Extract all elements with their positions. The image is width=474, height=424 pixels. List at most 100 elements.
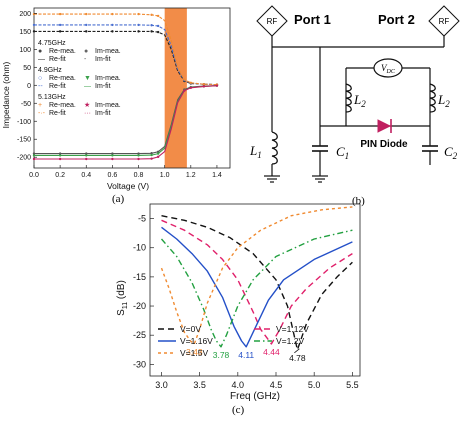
data-point [111,157,114,161]
plot-border [149,203,361,377]
series-line [34,24,217,86]
diode-label: PIN Diode [360,139,408,150]
x-tick-label: 0.4 [81,172,91,179]
data-point [189,86,192,90]
port1-label: Port 1 [294,12,331,27]
vdc-source [373,58,403,78]
vdc-label: VDC [381,63,396,75]
axis-frame [33,7,231,169]
x-tick-label: 5.5 [346,380,359,390]
legend-label: V=1.5V [180,348,208,358]
c1-label: C1 [336,144,349,161]
x-tick-label: 4.0 [232,380,245,390]
annotations: 3.43 3.78 4.11 4.44 4.78 [186,347,306,363]
x-tick-label: 1.0 [160,172,170,179]
data-point [137,152,140,155]
data-point [85,152,88,155]
legend-label: Re-mea. [49,48,76,55]
data-point [202,83,206,86]
data-point [156,152,160,155]
l2-label-left: L2 [353,92,366,109]
pin-diode [377,119,392,133]
x-tick-label: 0.6 [108,172,118,179]
legend-marker: ··· [84,110,91,117]
legend-label: Im-fit [95,56,111,63]
data-point [156,155,160,159]
legend-label: Re-fit [49,83,66,90]
y-tick-label: -200 [17,155,31,162]
y-tick-label: -50 [21,101,31,108]
annotation-label: 4.78 [289,353,306,363]
legend-marker: ○ [38,75,42,82]
legend-label: Im-mea. [95,48,121,55]
inductor-l2-right [429,83,436,113]
data-point [150,153,153,157]
data-point [156,14,160,18]
data-point [150,24,153,27]
x-tick-label: 0.0 [29,172,39,179]
x-tick-label: 5.0 [308,380,321,390]
inductor-l1 [271,131,278,165]
data-point [32,23,36,27]
caption-c: (c) [232,404,245,416]
data-point [32,157,36,161]
legend-marker: — [38,56,45,63]
s11-chart: 3.0 3.5 4.0 4.5 5.0 5.5 -5 -10 -15 -20 -25 -30 3.43… [116,203,361,402]
data-point [58,152,62,155]
y-tick-label: -30 [133,359,146,369]
data-point [58,154,62,157]
y-tick-label: 50 [23,65,31,72]
annotation-arrow [294,348,300,354]
data-point [150,157,153,160]
caption-a: (a) [112,193,125,205]
series-line [161,215,353,351]
legend-marker: ▼ [84,75,91,82]
x-tick-label: 1.2 [186,172,196,179]
data-point [111,30,114,33]
legend-label: V=0V [180,324,201,334]
x-tick-label: 0.8 [134,172,144,179]
data-point [137,30,140,33]
ground-l1 [264,175,280,183]
legend-label: V=1.2V [276,336,304,346]
c2-label: C2 [444,144,458,161]
y-tick-label: 0 [27,83,31,90]
data-point [111,152,114,155]
data-point [150,13,153,17]
legend-group-title: 4.75GHz [38,40,66,47]
legend-marker: ● [84,48,88,55]
y-tick-label: 100 [19,47,31,54]
data-point [58,23,62,27]
plot-border [33,7,231,169]
impedance-chart: 0.0 0.2 0.4 0.6 0.8 1.0 1.2 1.4200150100500-50-… [1,7,231,191]
legend-group-title: 4.9GHz [38,67,62,74]
series-group [160,206,353,351]
annotation-label: 3.43 [186,347,203,357]
legend-marker: ● [38,48,42,55]
data-point [150,152,153,155]
rf-label-2: RF [439,17,450,26]
series-group [32,12,219,161]
legend-marker: - [84,56,87,63]
data-point [32,152,36,155]
data-point [137,154,140,157]
data-point [156,30,160,34]
y-tick-label: -10 [133,243,146,253]
data-point [202,85,206,88]
series-line [161,219,353,345]
y-tick-label: -100 [17,119,31,126]
data-point [111,12,114,16]
y-tick-label: 150 [19,29,31,36]
axis-frame [149,203,361,377]
data-point [137,157,140,161]
legend-label: Im-mea. [95,102,121,109]
data-point [137,12,140,16]
data-point [32,154,36,157]
y-tick-label: 200 [19,11,31,18]
y-axis-label: Impedance (ohm) [1,62,11,129]
series-line [160,229,353,348]
x-axis-label: Voltage (V) [107,181,149,191]
legend: V=0V V=1.12V V=1.16V V=1.2V V=1.5V [158,324,309,358]
annotation-label: 4.44 [263,347,280,357]
